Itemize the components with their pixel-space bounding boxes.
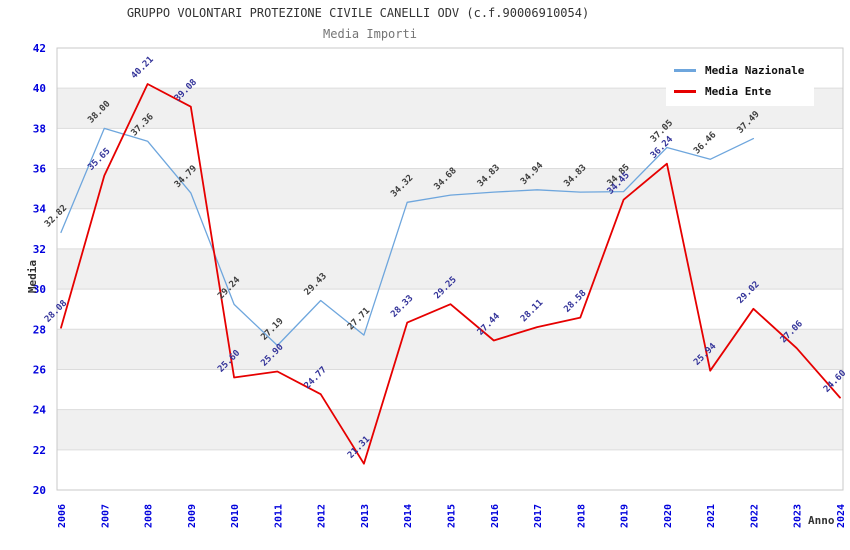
- legend-item-media-nazionale: Media Nazionale: [674, 62, 804, 79]
- y-tick-label: 22: [33, 444, 46, 457]
- x-tick-label: 2011: [273, 504, 284, 528]
- series-media-ente: [60, 83, 841, 465]
- x-tick-label: 2017: [533, 504, 544, 528]
- y-tick-label: 32: [33, 243, 46, 256]
- x-tick-label: 2016: [490, 504, 501, 528]
- legend-box: Media Nazionale Media Ente: [666, 57, 815, 106]
- x-tick-label: 2009: [187, 504, 198, 528]
- x-tick-label: 2019: [620, 504, 631, 528]
- x-tick-label: 2006: [57, 504, 68, 528]
- chart-title: GRUPPO VOLONTARI PROTEZIONE CIVILE CANEL…: [126, 6, 590, 20]
- y-tick-label: 38: [33, 122, 46, 135]
- x-tick-label: 2008: [144, 504, 155, 528]
- y-tick-label: 26: [33, 363, 47, 376]
- y-tick-label: 20: [33, 484, 46, 497]
- plot-border: [56, 47, 844, 491]
- legend-swatch-ente-icon: [674, 90, 696, 93]
- x-tick-label: 2018: [576, 504, 587, 528]
- x-tick-label: 2013: [360, 504, 371, 528]
- legend-label: Media Ente: [705, 85, 772, 98]
- x-tick-label: 2014: [403, 504, 414, 528]
- y-tick-label: 36: [33, 163, 47, 176]
- x-tick-label: 2024: [836, 504, 847, 528]
- y-axis-title: Media: [26, 259, 40, 294]
- legend-label: Media Nazionale: [705, 64, 805, 77]
- legend-swatch-nazionale-icon: [674, 69, 696, 72]
- x-tick-label: 2010: [230, 504, 241, 528]
- x-tick-label: 2012: [317, 504, 328, 528]
- x-tick-label: 2021: [706, 504, 717, 528]
- series-media-nazionale: [60, 127, 755, 347]
- x-axis-title: Anno: [808, 514, 835, 527]
- y-tick-label: 28: [33, 323, 46, 336]
- y-tick-label: 24: [33, 404, 47, 417]
- x-axis-ticks: 2006 2007 2008 2009 2010 2011 2012 2013 2014 2015…: [57, 504, 847, 528]
- chart-subtitle: Media Importi: [323, 27, 417, 41]
- y-tick-label: 34: [33, 203, 47, 216]
- x-tick-label: 2020: [663, 504, 674, 528]
- x-tick-label: 2023: [793, 504, 804, 528]
- y-tick-label: 42: [33, 42, 46, 55]
- y-tick-label: 40: [33, 82, 46, 95]
- x-tick-label: 2015: [447, 504, 458, 528]
- y-tick-label: 30: [33, 283, 46, 296]
- x-tick-label: 2007: [100, 504, 111, 528]
- x-tick-label: 2022: [749, 504, 760, 528]
- y-axis-ticks: 20 22 24 26 28 30 32 34 36 38 40 42: [33, 42, 47, 497]
- legend-item-media-ente: Media Ente: [674, 83, 804, 100]
- plot-bands: [57, 48, 843, 490]
